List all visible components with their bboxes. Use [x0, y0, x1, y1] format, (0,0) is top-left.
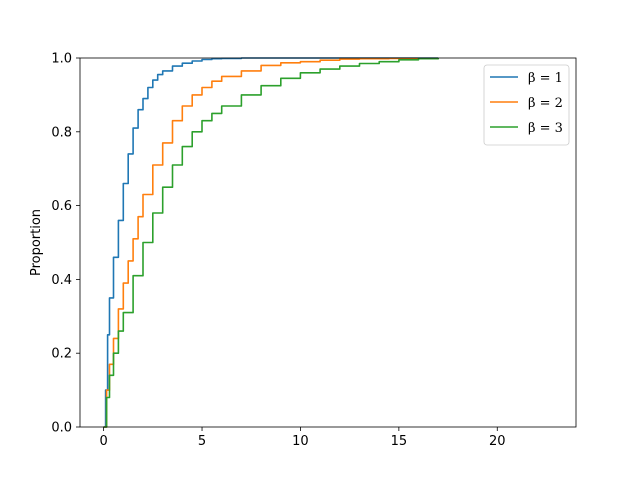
y-axis-title: Proportion [29, 209, 44, 276]
plot-lines [103, 57, 439, 428]
series-line-2 [103, 57, 439, 428]
plot-area-frame [79, 57, 577, 428]
y-axis: 0.0 0.2 0.4 0.6 0.8 1.0 [51, 52, 80, 436]
legend: β = 1 β = 2 β = 3 [483, 64, 570, 146]
x-axis: 0 5 10 15 20 [99, 427, 506, 449]
y-tick-label: 0.6 [51, 199, 72, 214]
legend-label-1: β = 1 [528, 71, 563, 86]
series-line-3 [103, 57, 439, 428]
x-tick-label: 15 [391, 434, 408, 449]
legend-label-2: β = 2 [528, 96, 563, 111]
x-tick-label: 0 [99, 434, 107, 449]
series-line-1 [103, 57, 439, 428]
y-tick-label: 0.8 [51, 125, 72, 140]
y-tick-label: 1.0 [51, 52, 72, 67]
x-tick-label: 5 [198, 434, 206, 449]
y-tick-label: 0.2 [51, 347, 72, 362]
y-tick-label: 0.4 [51, 273, 72, 288]
y-tick-label: 0.0 [51, 421, 72, 436]
x-tick-label: 20 [489, 434, 506, 449]
legend-label-3: β = 3 [528, 121, 563, 136]
x-tick-label: 10 [292, 434, 309, 449]
legend-box [483, 64, 570, 146]
